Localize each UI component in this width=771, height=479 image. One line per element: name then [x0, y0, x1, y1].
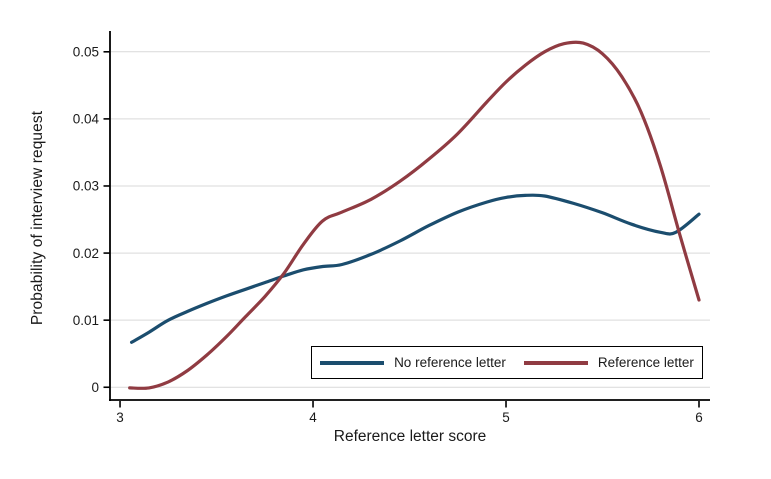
y-tick-label: 0	[91, 380, 99, 395]
y-axis-title: Probability of interview request	[29, 110, 46, 326]
y-tick-label: 0.01	[73, 313, 99, 328]
x-axis-title: Reference letter score	[333, 428, 487, 445]
series-line-1	[128, 40, 701, 390]
legend-label-no-reference-letter: No reference letter	[394, 355, 506, 370]
x-tick-label: 5	[502, 410, 510, 425]
x-tick-label: 3	[116, 410, 124, 425]
series-line-0	[130, 193, 701, 344]
y-tick-label: 0.04	[73, 112, 100, 127]
y-tick-label: 0.05	[73, 44, 99, 59]
legend-item-reference-letter: Reference letter	[523, 355, 694, 370]
legend-line-swatch-blue	[320, 360, 385, 365]
x-tick-label: 6	[695, 410, 703, 425]
legend-line-swatch-red	[523, 360, 588, 365]
y-tick-label: 0.02	[73, 246, 99, 261]
legend-label-reference-letter: Reference letter	[597, 355, 694, 370]
legend: No reference letter Reference letter	[311, 346, 703, 379]
legend-item-no-reference-letter: No reference letter	[320, 355, 506, 370]
y-tick-label: 0.03	[73, 179, 99, 194]
x-tick-label: 4	[309, 410, 317, 425]
